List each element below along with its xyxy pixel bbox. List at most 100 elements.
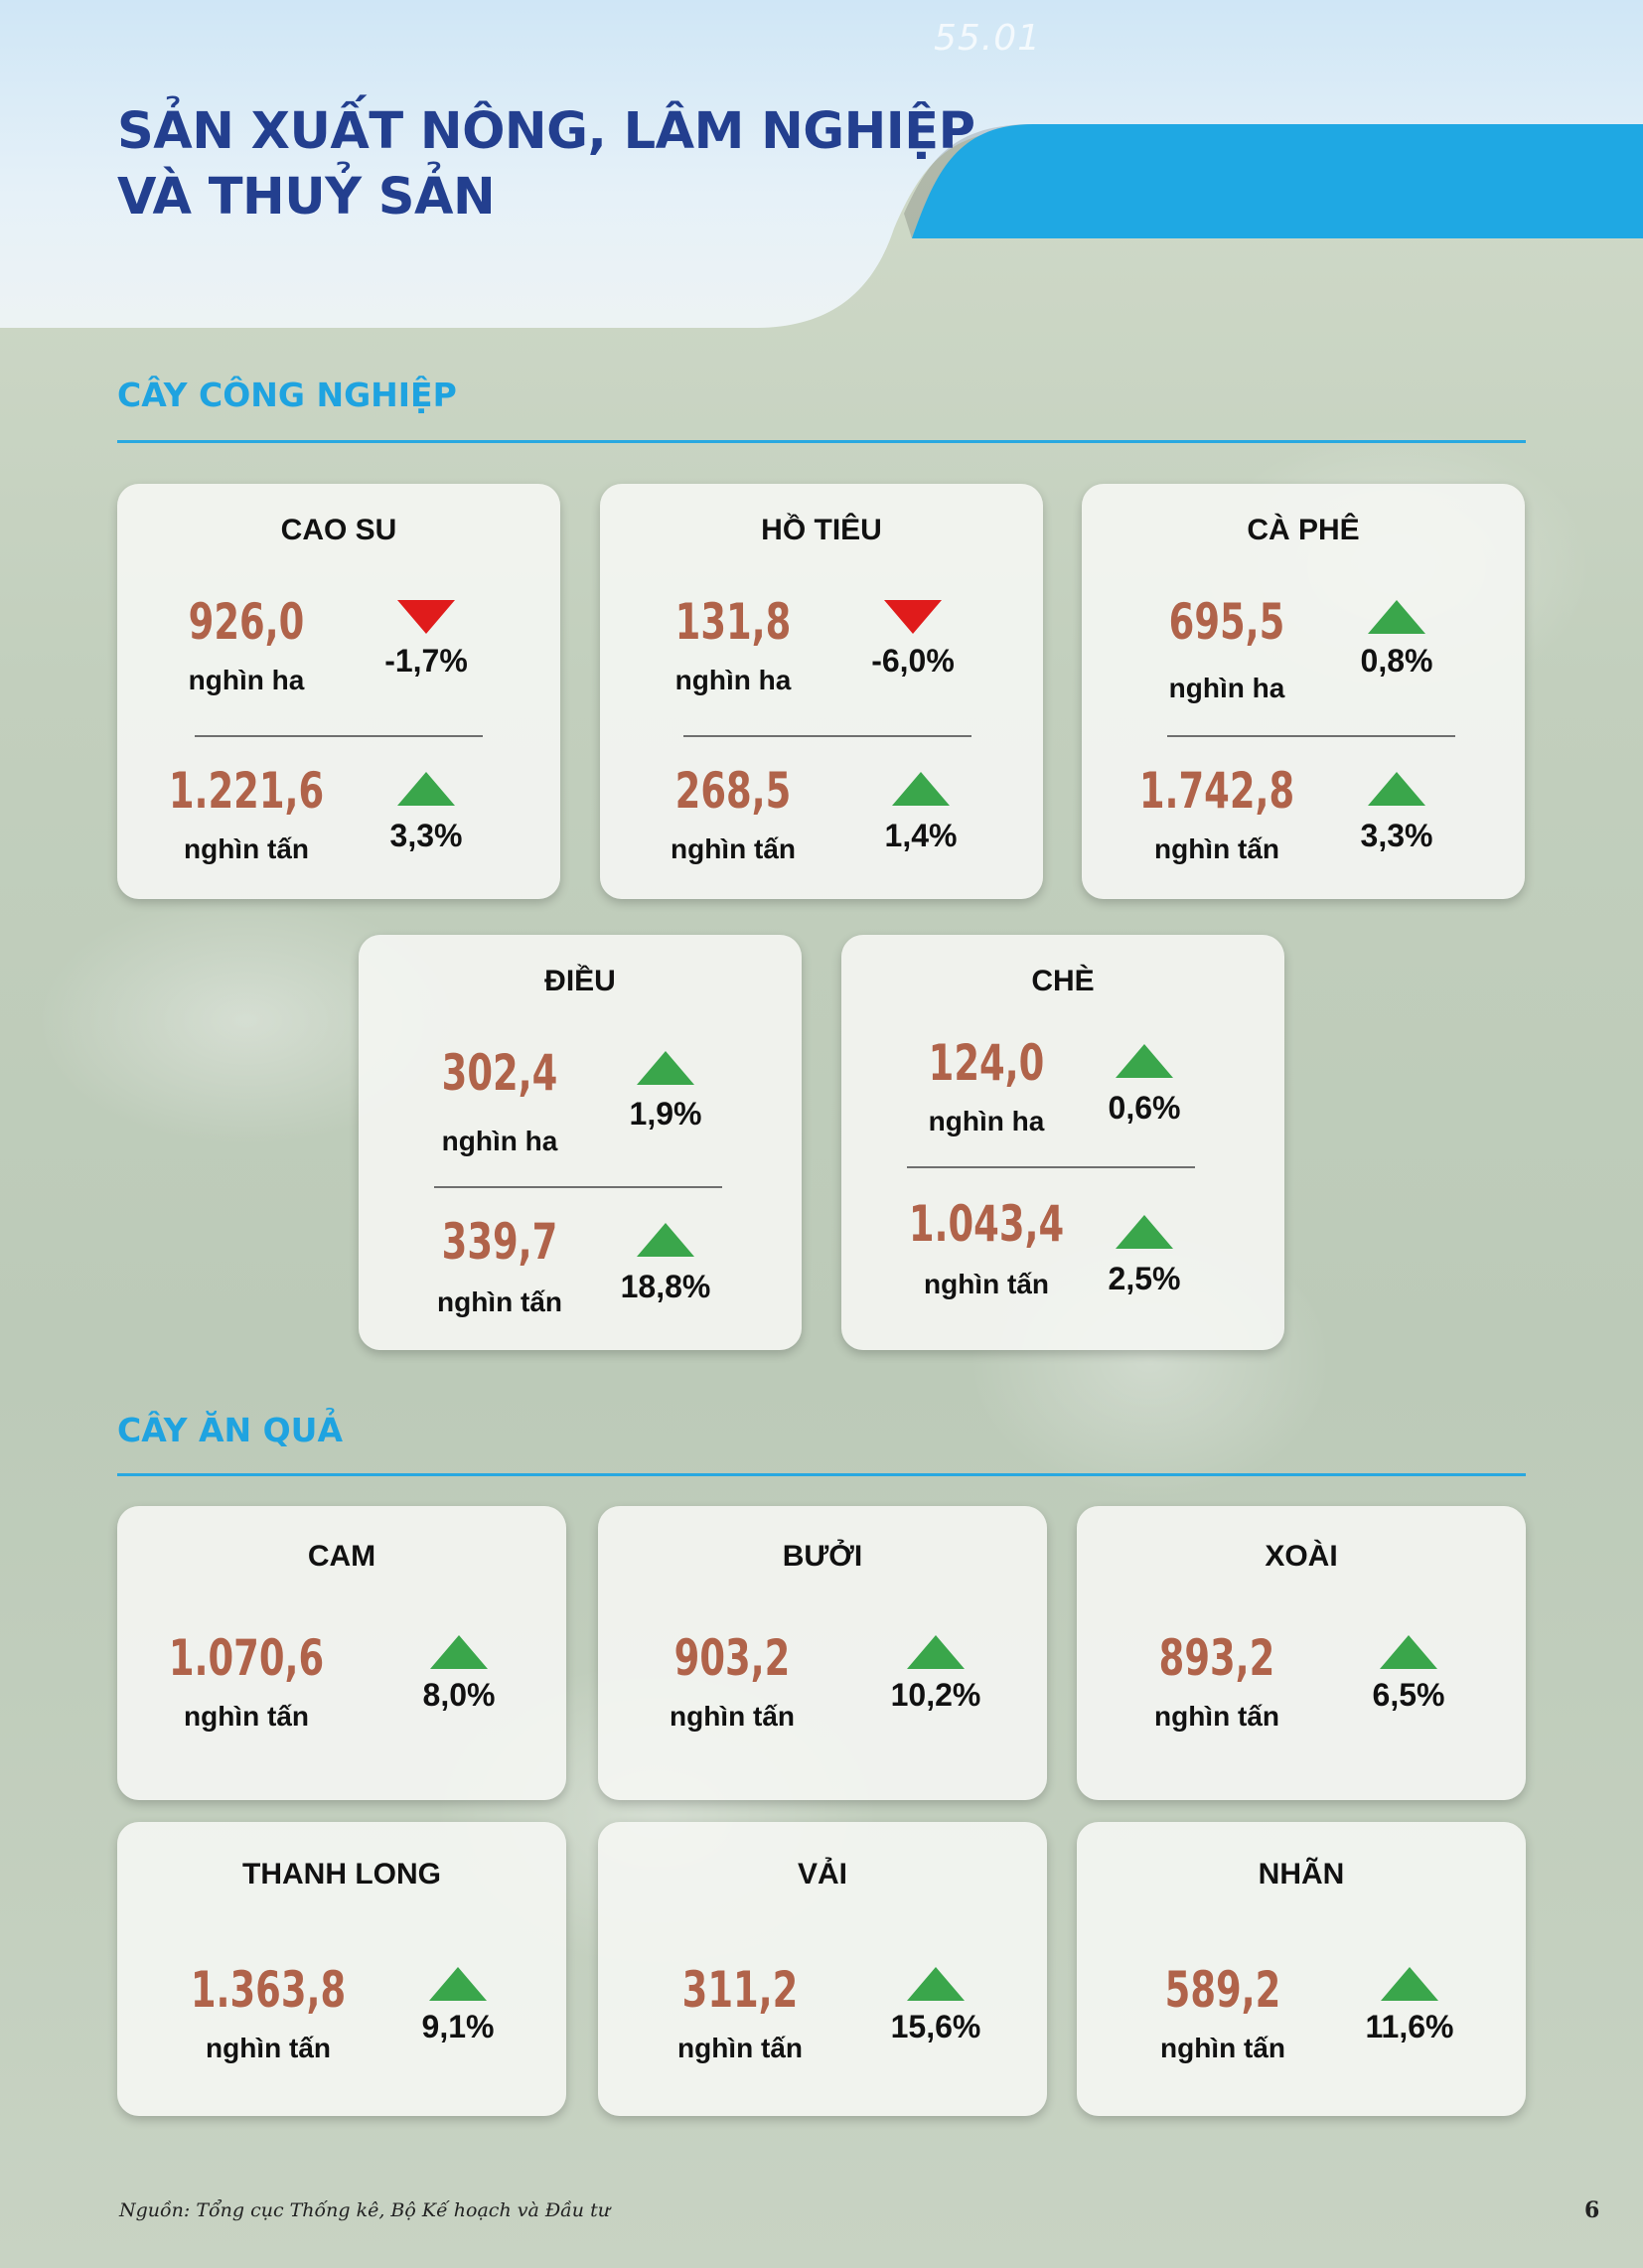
output-value: 268,5 bbox=[674, 762, 792, 820]
trend-up-icon bbox=[429, 1967, 487, 2001]
trend-up-icon bbox=[637, 1223, 694, 1257]
trend-up-icon bbox=[430, 1635, 488, 1669]
fruit-card-cam: CAM 1.070,6 nghìn tấn 8,0% bbox=[117, 1506, 566, 1800]
output-value: 893,2 bbox=[1158, 1629, 1275, 1687]
output-change: 15,6% bbox=[890, 2009, 981, 2044]
output-value: 903,2 bbox=[673, 1629, 791, 1687]
output-unit: nghìn tấn bbox=[671, 833, 796, 864]
crop-name: NHÃN bbox=[1258, 1858, 1345, 1890]
trend-up-icon bbox=[1116, 1215, 1173, 1249]
output-change: 6,5% bbox=[1372, 1677, 1445, 1713]
section-title-industrial: CÂY CÔNG NGHIỆP bbox=[117, 376, 457, 414]
output-change: 2,5% bbox=[1108, 1261, 1181, 1296]
trend-up-icon bbox=[1381, 1967, 1438, 2001]
crop-card-ho-tieu: HỒ TIÊU 131,8 nghìn ha -6,0% 268,5 nghìn… bbox=[600, 484, 1043, 899]
card-divider bbox=[1167, 735, 1455, 737]
output-change: 1,4% bbox=[884, 818, 958, 853]
output-unit: nghìn tấn bbox=[1154, 833, 1279, 864]
decorative-number: 55.01 bbox=[934, 18, 1042, 59]
page-title-line1: SẢN XUẤT NÔNG, LÂM NGHIỆP bbox=[117, 102, 975, 161]
fruit-card-buoi: BƯỞI 903,2 nghìn tấn 10,2% bbox=[598, 1506, 1047, 1800]
crop-name: HỒ TIÊU bbox=[761, 514, 882, 546]
fruit-card-thanh-long: THANH LONG 1.363,8 nghìn tấn 9,1% bbox=[117, 1822, 566, 2116]
area-change: -6,0% bbox=[871, 643, 955, 679]
fruit-card-vai: VẢI 311,2 nghìn tấn 15,6% bbox=[598, 1822, 1047, 2116]
output-unit: nghìn tấn bbox=[184, 833, 309, 864]
area-change: 0,6% bbox=[1108, 1090, 1181, 1126]
area-unit: nghìn ha bbox=[1168, 673, 1285, 703]
crop-name: ĐIỀU bbox=[544, 965, 616, 997]
card-divider bbox=[434, 1186, 722, 1188]
crop-name: CAO SU bbox=[280, 514, 397, 546]
crop-card-che: CHÈ 124,0 nghìn ha 0,6% 1.043,4 nghìn tấ… bbox=[841, 935, 1284, 1350]
fruit-card-nhan: NHÃN 589,2 nghìn tấn 11,6% bbox=[1077, 1822, 1526, 2116]
output-unit: nghìn tấn bbox=[184, 1701, 309, 1732]
crop-name: CÀ PHÊ bbox=[1247, 514, 1360, 546]
trend-up-icon bbox=[907, 1635, 965, 1669]
crop-name: XOÀI bbox=[1265, 1540, 1338, 1573]
output-change: 18,8% bbox=[620, 1269, 711, 1304]
fruit-card-xoai: XOÀI 893,2 nghìn tấn 6,5% bbox=[1077, 1506, 1526, 1800]
area-change: 0,8% bbox=[1360, 643, 1433, 679]
crop-card-ca-phe: CÀ PHÊ 695,5 nghìn ha 0,8% 1.742,8 nghìn… bbox=[1082, 484, 1525, 899]
output-value: 311,2 bbox=[681, 1961, 799, 2019]
output-value: 1.742,8 bbox=[1138, 762, 1295, 820]
section-divider-industrial bbox=[117, 440, 1526, 443]
output-change: 3,3% bbox=[1360, 818, 1433, 853]
area-value: 131,8 bbox=[674, 593, 792, 651]
card-divider bbox=[683, 735, 971, 737]
trend-down-icon bbox=[397, 600, 455, 634]
output-change: 10,2% bbox=[890, 1677, 981, 1713]
trend-up-icon bbox=[637, 1051, 694, 1085]
crop-name: THANH LONG bbox=[242, 1858, 441, 1890]
output-unit: nghìn tấn bbox=[1160, 2033, 1285, 2063]
area-unit: nghìn ha bbox=[441, 1126, 558, 1156]
output-value: 1.363,8 bbox=[190, 1961, 347, 2019]
page-title: SẢN XUẤT NÔNG, LÂM NGHIỆP VÀ THUỶ SẢN bbox=[117, 99, 975, 230]
source-note: Nguồn: Tổng cục Thống kê, Bộ Kế hoạch và… bbox=[119, 2199, 610, 2221]
trend-up-icon bbox=[1380, 1635, 1437, 1669]
output-change: 11,6% bbox=[1365, 2009, 1454, 2044]
output-unit: nghìn tấn bbox=[924, 1269, 1049, 1299]
area-value: 695,5 bbox=[1168, 593, 1285, 651]
output-unit: nghìn tấn bbox=[677, 2033, 803, 2063]
crop-name: CAM bbox=[307, 1540, 376, 1573]
trend-down-icon bbox=[884, 600, 942, 634]
output-unit: nghìn tấn bbox=[1154, 1701, 1279, 1732]
page-title-line2: VÀ THUỶ SẢN bbox=[117, 168, 496, 227]
output-value: 1.043,4 bbox=[908, 1195, 1065, 1253]
page-number: 6 bbox=[1584, 2197, 1600, 2223]
crop-card-dieu: ĐIỀU 302,4 nghìn ha 1,9% 339,7 nghìn tấn… bbox=[359, 935, 802, 1350]
crop-name: CHÈ bbox=[1031, 965, 1095, 997]
area-value: 302,4 bbox=[441, 1044, 558, 1102]
crop-card-cao-su: CAO SU 926,0 nghìn ha -1,7% 1.221,6 nghì… bbox=[117, 484, 560, 899]
area-value: 926,0 bbox=[188, 593, 305, 651]
output-change: 8,0% bbox=[422, 1677, 496, 1713]
output-value: 1.221,6 bbox=[168, 762, 325, 820]
trend-up-icon bbox=[1368, 600, 1425, 634]
output-change: 9,1% bbox=[421, 2009, 495, 2044]
output-value: 589,2 bbox=[1164, 1961, 1281, 2019]
crop-name: BƯỞI bbox=[782, 1540, 863, 1573]
area-unit: nghìn ha bbox=[928, 1106, 1045, 1136]
area-unit: nghìn ha bbox=[674, 665, 792, 695]
area-value: 124,0 bbox=[928, 1034, 1045, 1092]
output-value: 339,7 bbox=[441, 1213, 558, 1271]
trend-up-icon bbox=[892, 772, 950, 806]
trend-up-icon bbox=[1116, 1044, 1173, 1078]
card-divider bbox=[195, 735, 483, 737]
trend-up-icon bbox=[397, 772, 455, 806]
crop-name: VẢI bbox=[797, 1858, 847, 1890]
section-title-fruit: CÂY ĂN QUẢ bbox=[117, 1411, 344, 1449]
output-unit: nghìn tấn bbox=[670, 1701, 795, 1732]
output-unit: nghìn tấn bbox=[206, 2033, 331, 2063]
trend-up-icon bbox=[1368, 772, 1425, 806]
area-change: 1,9% bbox=[629, 1096, 702, 1132]
area-change: -1,7% bbox=[384, 643, 468, 679]
card-divider bbox=[907, 1166, 1195, 1168]
trend-up-icon bbox=[907, 1967, 965, 2001]
output-value: 1.070,6 bbox=[168, 1629, 325, 1687]
output-unit: nghìn tấn bbox=[437, 1286, 562, 1317]
output-change: 3,3% bbox=[389, 818, 463, 853]
section-divider-fruit bbox=[117, 1473, 1526, 1476]
